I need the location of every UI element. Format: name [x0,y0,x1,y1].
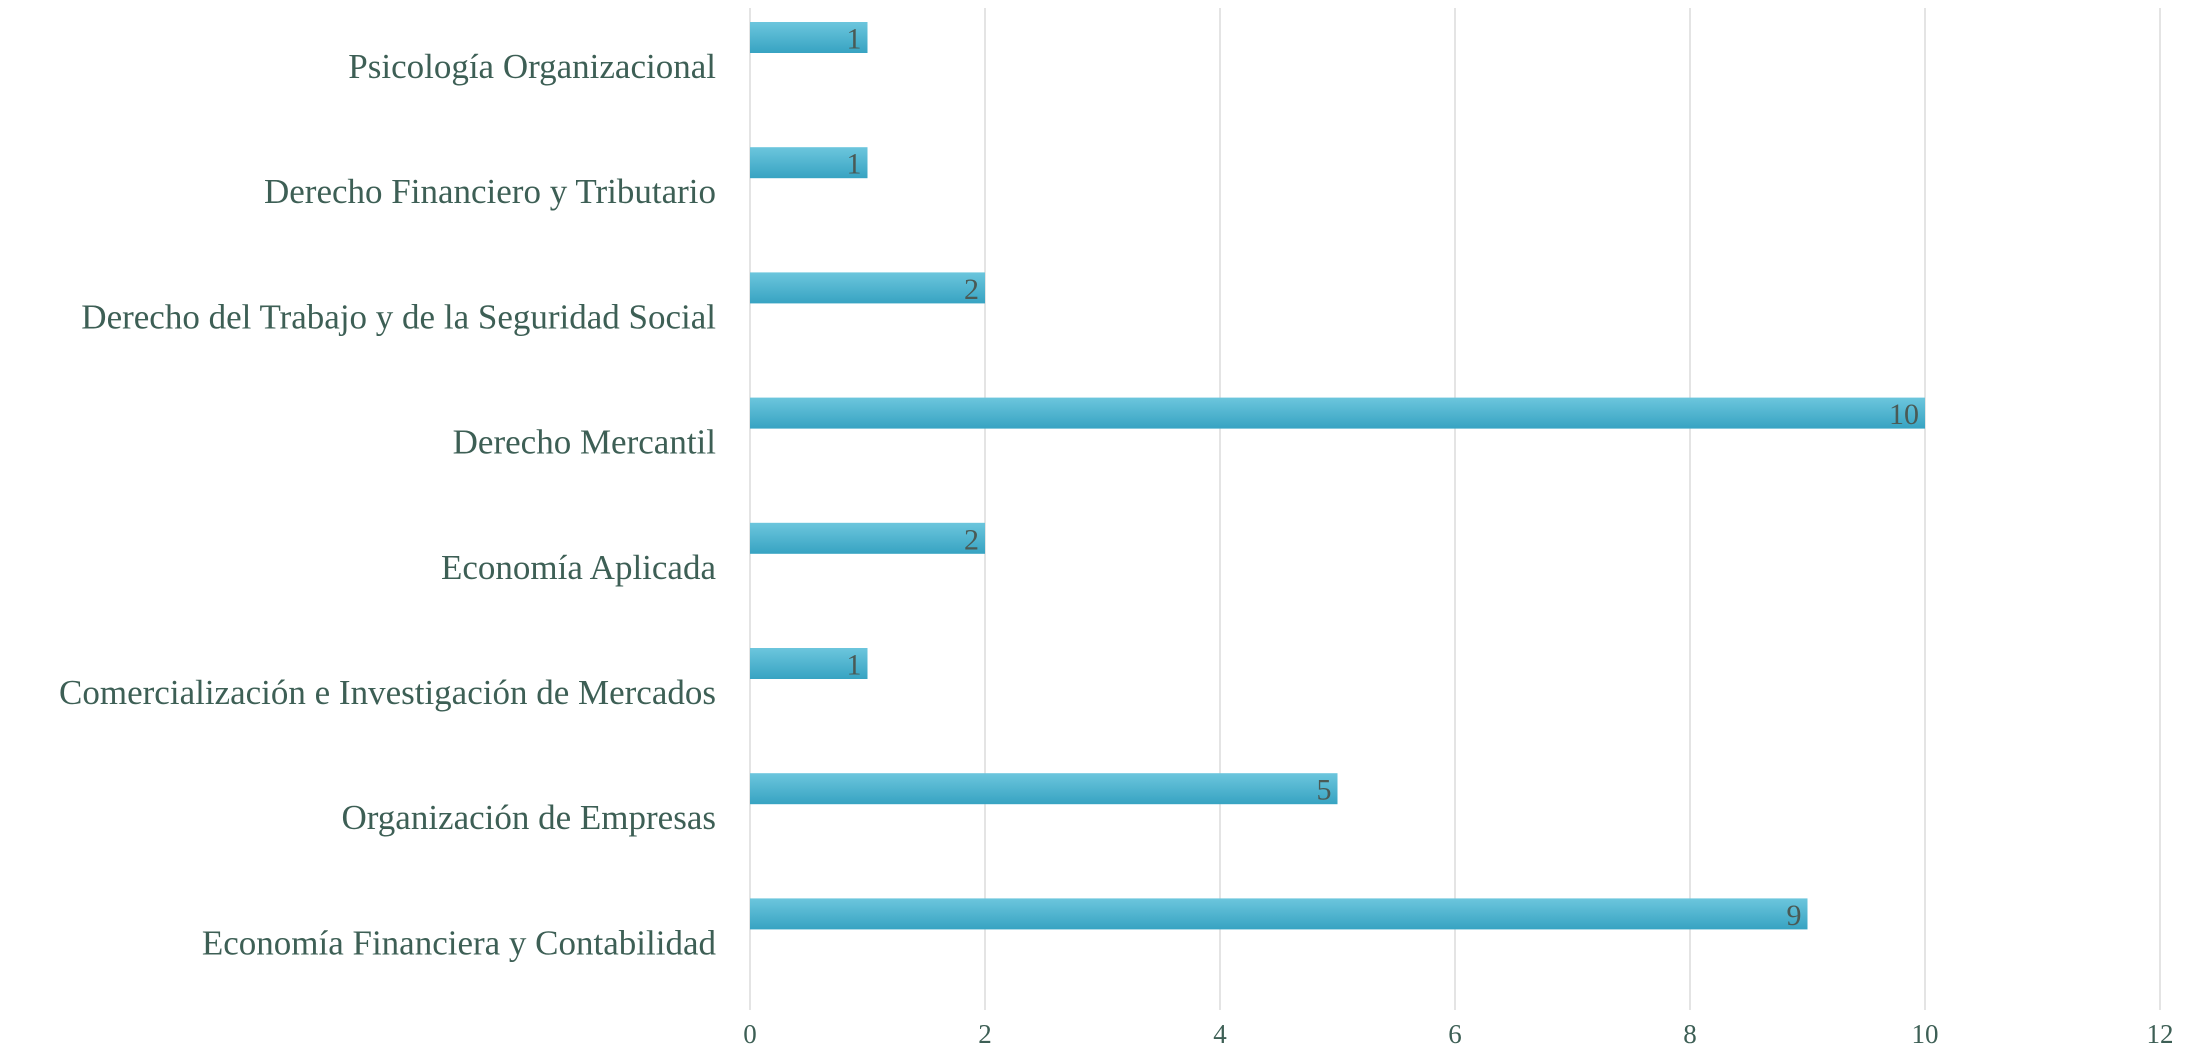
x-tick-label: 2 [978,1019,992,1049]
bar [750,773,1338,805]
bar [750,522,985,554]
category-label: Derecho del Trabajo y de la Seguridad So… [81,297,716,336]
bar [750,22,868,53]
data-label: 2 [964,523,979,556]
category-label: Psicología Organizacional [348,47,716,86]
x-tick-label: 0 [743,1019,757,1049]
category-label: Organización de Empresas [342,798,717,837]
data-label: 1 [847,148,862,181]
data-label: 5 [1317,774,1332,807]
value-axis-tick-labels: 0 2 4 6 8 10 12 [743,1019,2173,1049]
data-label: 9 [1787,899,1802,932]
bar [750,648,868,679]
data-label: 1 [847,649,862,682]
x-tick-label: 10 [1912,1019,1939,1049]
data-label: 2 [964,273,979,306]
data-label: 10 [1889,398,1919,431]
data-label: 1 [847,23,862,56]
category-axis-labels: Psicología Organizacional Derecho Financi… [59,47,716,962]
x-tick-label: 6 [1448,1019,1462,1049]
bar [750,147,868,179]
category-label: Economía Aplicada [441,548,717,587]
category-label: Economía Financiera y Contabilidad [202,923,717,962]
gridlines [749,8,2161,1010]
x-tick-label: 8 [1683,1019,1697,1049]
x-tick-label: 4 [1213,1019,1227,1049]
bars [750,22,1925,930]
data-labels: 1 1 2 10 2 1 5 9 [847,23,1920,932]
category-label: Comercialización e Investigación de Merc… [59,673,716,712]
x-tick-label: 12 [2147,1019,2174,1049]
bar [750,898,1808,930]
bar [750,397,1925,429]
bar [750,272,985,304]
category-label: Derecho Financiero y Tributario [264,172,716,211]
category-label: Derecho Mercantil [453,423,717,462]
